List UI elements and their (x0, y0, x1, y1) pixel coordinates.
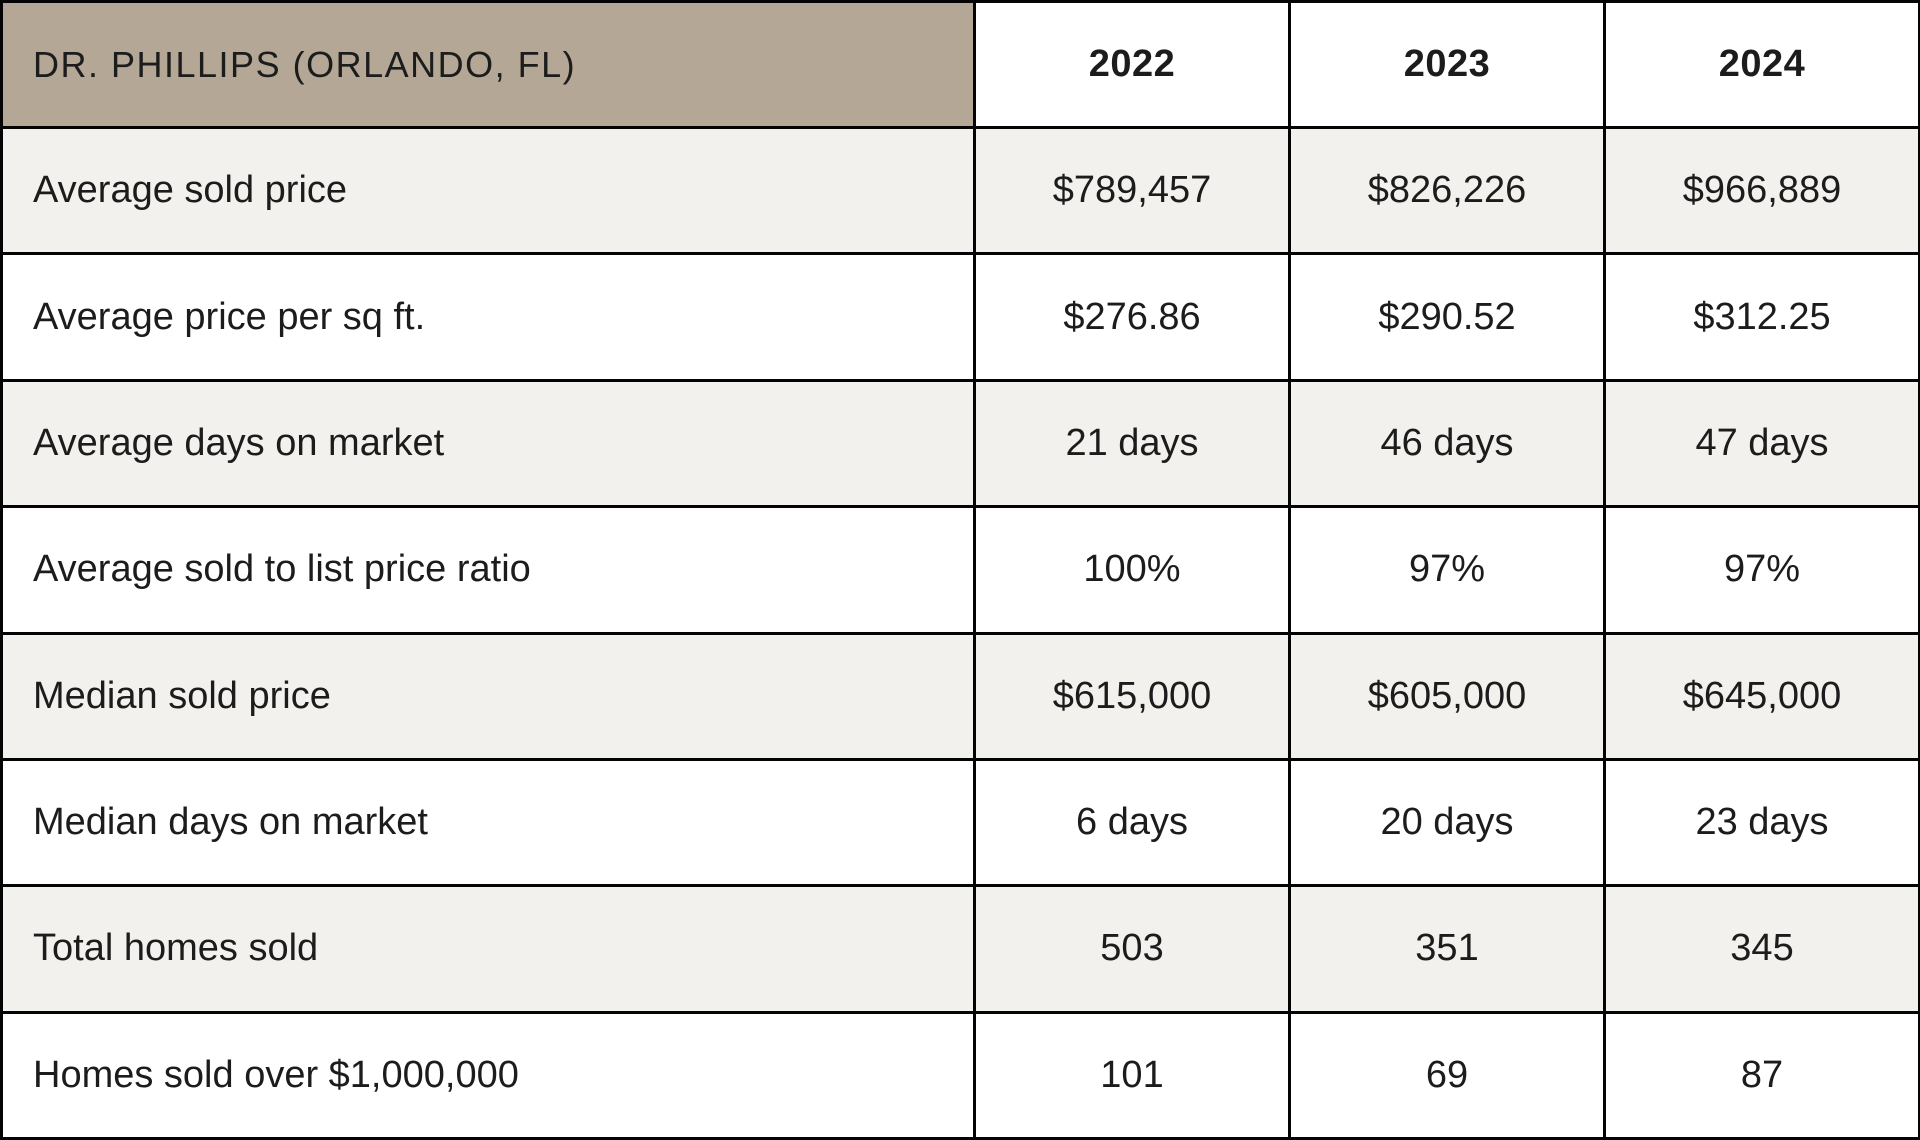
metric-label: Total homes sold (0, 884, 976, 1014)
metric-value: 97% (1603, 505, 1920, 635)
metric-label: Average sold price (0, 125, 976, 256)
metric-value: $645,000 (1603, 631, 1920, 761)
metric-value: 87 (1603, 1010, 1920, 1140)
table-row: Homes sold over $1,000,000 101 69 87 (0, 1010, 1920, 1140)
metric-value: 6 days (973, 757, 1291, 888)
table-row: Median sold price $615,000 $605,000 $645,00… (0, 631, 1920, 761)
table-row: Average sold price $789,457 $826,226 $966,8… (0, 125, 1920, 256)
metric-value: $290.52 (1288, 252, 1606, 382)
metric-value: $276.86 (973, 252, 1291, 382)
table-row: Median days on market 6 days 20 days 23 day… (0, 757, 1920, 888)
year-header-2023: 2023 (1288, 0, 1606, 129)
metric-value: 47 days (1603, 378, 1920, 509)
metric-value: 46 days (1288, 378, 1606, 509)
metric-value: 97% (1288, 505, 1606, 635)
metric-label: Median days on market (0, 757, 976, 888)
metric-label: Median sold price (0, 631, 976, 761)
metric-value: 351 (1288, 884, 1606, 1014)
table-title: DR. PHILLIPS (ORLANDO, FL) (0, 0, 976, 129)
metric-label: Average price per sq ft. (0, 252, 976, 382)
table-row: Average price per sq ft. $276.86 $290.52 $3… (0, 252, 1920, 382)
metric-value: 345 (1603, 884, 1920, 1014)
metric-value: 69 (1288, 1010, 1606, 1140)
metric-label: Average sold to list price ratio (0, 505, 976, 635)
metric-value: $605,000 (1288, 631, 1606, 761)
metric-value: 503 (973, 884, 1291, 1014)
table-row: Average sold to list price ratio 100% 97% 9… (0, 505, 1920, 635)
table-row: Total homes sold 503 351 345 (0, 884, 1920, 1014)
metric-label: Average days on market (0, 378, 976, 509)
metric-value: 20 days (1288, 757, 1606, 888)
metric-value: $312.25 (1603, 252, 1920, 382)
metric-value: 101 (973, 1010, 1291, 1140)
metric-value: 21 days (973, 378, 1291, 509)
table-row: Average days on market 21 days 46 days 47 d… (0, 378, 1920, 509)
year-header-2022: 2022 (973, 0, 1291, 129)
header-row: DR. PHILLIPS (ORLANDO, FL) 2022 2023 202… (0, 0, 1920, 129)
metric-value: $615,000 (973, 631, 1291, 761)
metric-value: $966,889 (1603, 125, 1920, 256)
year-header-2024: 2024 (1603, 0, 1920, 129)
metric-value: 100% (973, 505, 1291, 635)
metric-label: Homes sold over $1,000,000 (0, 1010, 976, 1140)
metric-value: 23 days (1603, 757, 1920, 888)
metric-value: $789,457 (973, 125, 1291, 256)
metric-value: $826,226 (1288, 125, 1606, 256)
